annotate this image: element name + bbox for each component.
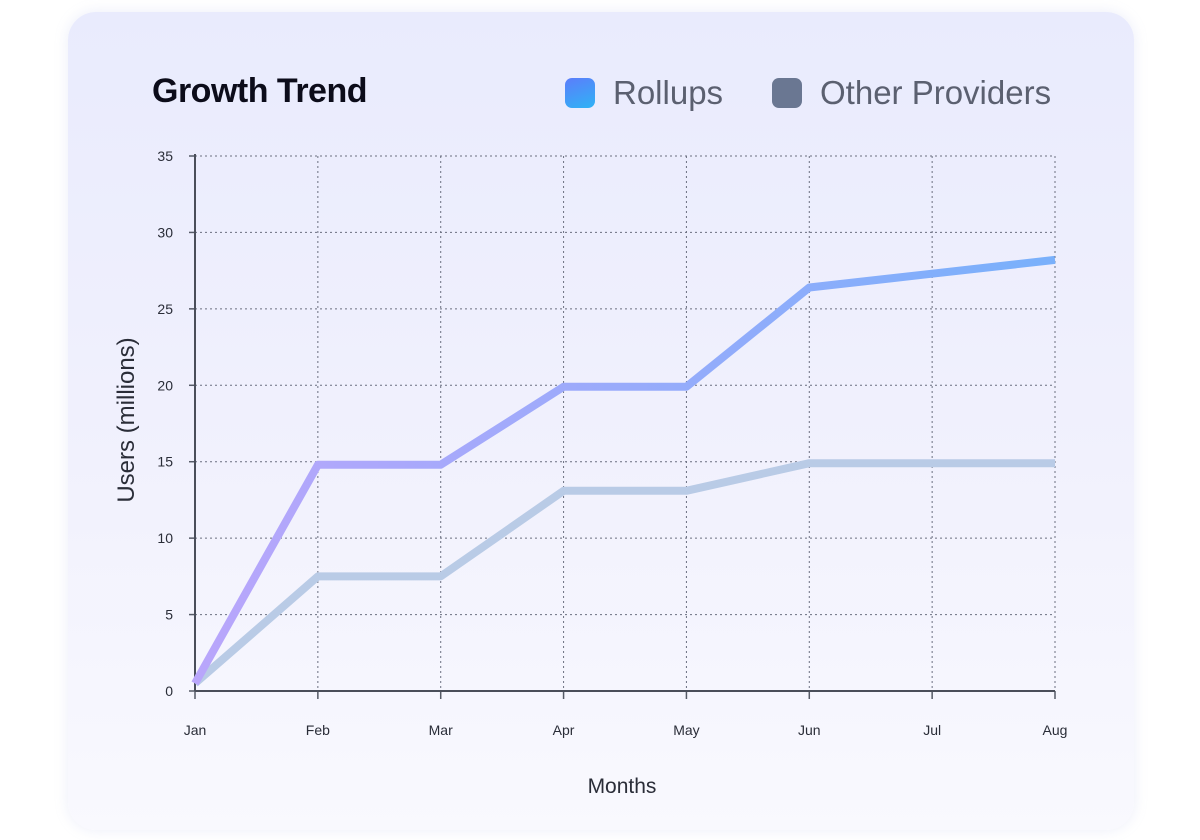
grid [195, 155, 1056, 691]
y-tick-label-35: 35 [157, 148, 173, 164]
x-tick-label-jun: Jun [798, 722, 821, 738]
x-tick-label-jul: Jul [923, 722, 941, 738]
y-tick-label-5: 5 [165, 607, 173, 623]
x-axis-title: Months [588, 775, 657, 798]
y-tick-label-0: 0 [165, 683, 173, 699]
legend-item-rollups[interactable]: Rollups [565, 72, 723, 114]
chart-card [68, 12, 1134, 830]
y-tick-label-20: 20 [157, 377, 173, 393]
y-tick-label-30: 30 [157, 224, 173, 240]
x-tick-label-aug: Aug [1043, 722, 1068, 738]
y-tick-label-10: 10 [157, 530, 173, 546]
axes [189, 154, 1056, 699]
y-axis-title: Users (millions) [113, 337, 140, 502]
x-tick-label-feb: Feb [306, 722, 330, 738]
y-tick-label-15: 15 [157, 454, 173, 470]
x-tick-label-may: May [673, 722, 699, 738]
tick-labels: 0 5 10 15 20 25 30 35 Jan Feb Mar Apr May Jun Jul Aug [157, 148, 1067, 738]
legend-label-rollups: Rollups [613, 74, 724, 111]
legend-label-other-providers: Other Providers [820, 74, 1052, 111]
chart-title: Growth Trend [152, 72, 368, 110]
y-tick-label-25: 25 [157, 301, 173, 317]
legend-swatch-other-providers [772, 78, 802, 108]
x-tick-label-jan: Jan [184, 722, 207, 738]
series-line-rollups [191, 255, 1056, 686]
x-tick-label-mar: Mar [429, 722, 453, 738]
series [191, 255, 1056, 687]
x-tick-label-apr: Apr [553, 722, 575, 738]
series-line-other-providers [192, 459, 1055, 687]
legend-swatch-rollups [565, 78, 595, 108]
legend-item-other-providers[interactable]: Other Providers [772, 72, 1051, 114]
